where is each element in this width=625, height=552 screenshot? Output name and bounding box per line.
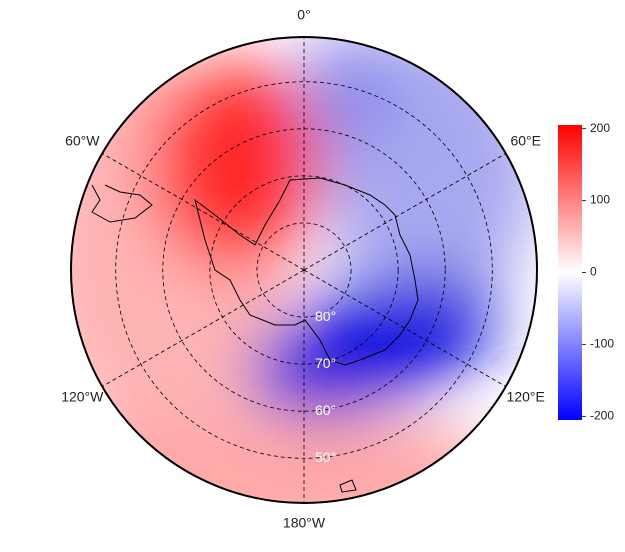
map-border (70, 36, 538, 504)
meridian-line (303, 153, 506, 271)
coastline (91, 177, 419, 493)
latitude-label: 70° (315, 355, 336, 371)
latitude-label: 80° (315, 308, 336, 324)
longitude-label: 120°W (61, 389, 104, 405)
graticule (102, 37, 506, 503)
meridian-line (102, 153, 305, 271)
colorbar (558, 125, 582, 420)
latitude-circle (115, 81, 493, 459)
meridian-line (102, 269, 305, 387)
longitude-label: 60°W (65, 133, 100, 149)
colorbar-tick-label: -100 (590, 337, 614, 351)
colorbar-tick-label: 100 (590, 193, 610, 207)
colorbar-tick-label: 200 (590, 121, 610, 135)
colorbar-tick-label: 0 (590, 265, 597, 279)
meridian-line (303, 269, 506, 387)
latitude-label: 50° (315, 449, 336, 465)
latitude-label: 60° (315, 402, 336, 418)
longitude-label: 120°E (507, 389, 545, 405)
colorbar-tick-label: -200 (590, 409, 614, 423)
latitude-circle (256, 222, 352, 318)
longitude-label: 60°E (510, 133, 541, 149)
longitude-label: 0° (297, 7, 310, 23)
longitude-label: 180°W (283, 515, 326, 531)
